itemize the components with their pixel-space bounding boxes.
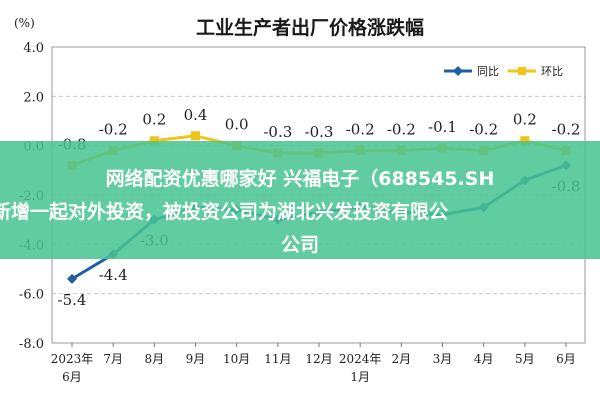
legend-swatch-marker: [518, 67, 526, 75]
data-label: 0.2: [513, 111, 537, 129]
x-tick-label: 1月: [350, 370, 370, 384]
x-tick-label: 9月: [186, 352, 206, 366]
x-tick-label: 2024年: [339, 352, 382, 366]
overlay-line-3: 公司: [280, 234, 319, 256]
data-label: -0.1: [428, 118, 457, 136]
x-tick-label: 8月: [145, 352, 165, 366]
data-label: -0.3: [305, 123, 334, 141]
data-label: 0.0: [225, 116, 249, 134]
y-unit-label: (%): [14, 16, 35, 30]
x-tick-label: 2023年: [51, 352, 94, 366]
x-tick-label: 11月: [264, 352, 291, 366]
data-label: -4.4: [99, 266, 128, 284]
data-point: [191, 131, 200, 141]
overlay-line-2: 新增一起对外投资，被投资公司为湖北兴发投资有限公: [0, 201, 449, 223]
overlay-line-1: 网络配资优惠哪家好 兴福电子（688545.SH: [105, 168, 495, 190]
data-label: 0.2: [142, 111, 166, 129]
data-label: -0.2: [469, 121, 498, 139]
x-tick-label: 2月: [392, 352, 412, 366]
x-tick-label: 12月: [305, 352, 332, 366]
y-tick-label: 2.0: [23, 90, 44, 105]
promo-overlay-banner[interactable]: 网络配资优惠哪家好 兴福电子（688545.SH 新增一起对外投资，被投资公司为…: [0, 141, 600, 259]
x-tick-label: 3月: [433, 352, 453, 366]
x-tick-label: 7月: [103, 352, 123, 366]
data-point: [520, 136, 530, 146]
data-label: -0.3: [263, 123, 292, 141]
x-tick-label: 10月: [223, 352, 250, 366]
data-point: [67, 273, 77, 284]
x-tick-label: 5月: [515, 352, 535, 366]
y-tick-label: 4.0: [23, 41, 44, 56]
data-label: -0.2: [346, 121, 375, 139]
data-label: -0.2: [387, 121, 416, 139]
legend-label: 环比: [541, 65, 563, 78]
legend: 同比 环比: [444, 65, 563, 78]
legend-label: 同比: [477, 65, 499, 78]
x-tick-label: 6月: [62, 370, 82, 384]
data-label: 0.4: [184, 106, 208, 124]
y-tick-label: -6.0: [19, 288, 44, 303]
data-label: -0.2: [552, 121, 581, 139]
x-tick-label: 6月: [556, 352, 576, 366]
legend-swatch-marker: [453, 66, 463, 76]
y-tick-label: -8.0: [19, 337, 44, 352]
data-point: [149, 136, 159, 146]
data-label: -5.4: [58, 291, 87, 309]
chart-title: 工业生产者出厂价格涨跌幅: [196, 16, 424, 39]
data-label: -0.2: [99, 121, 128, 139]
x-tick-label: 4月: [474, 352, 494, 366]
